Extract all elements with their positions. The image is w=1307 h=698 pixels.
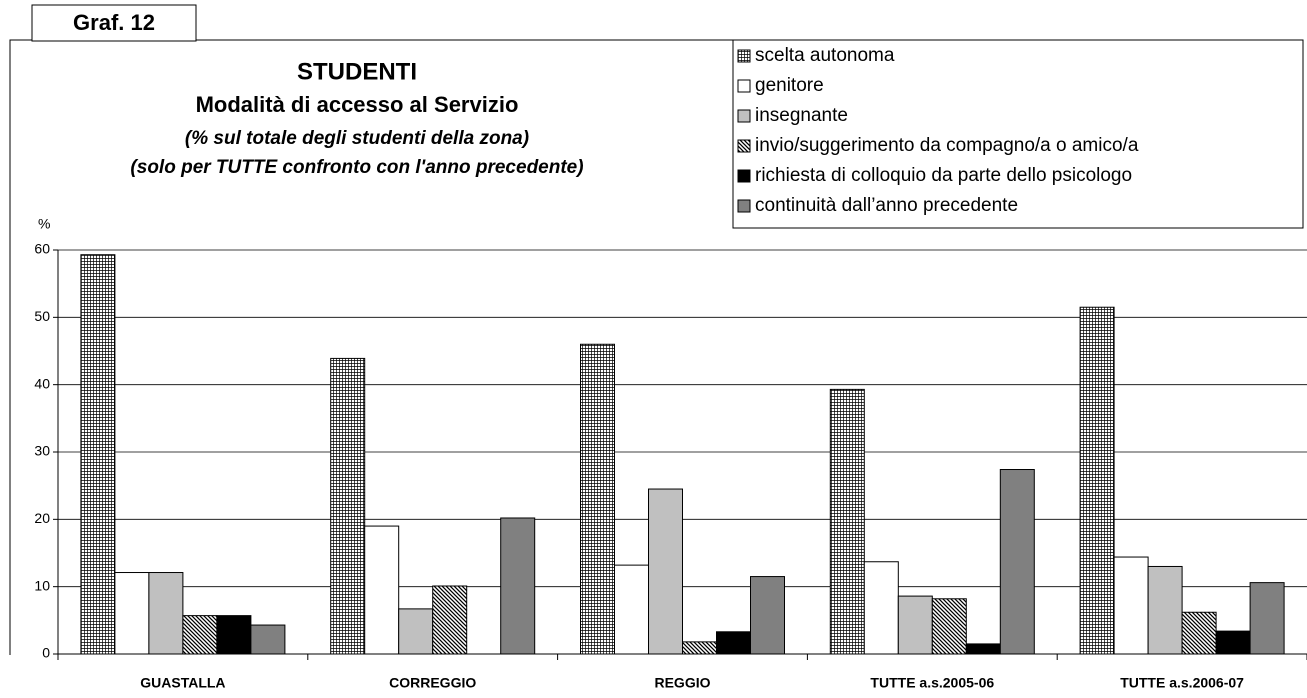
bar (1249, 582, 1285, 655)
y-tick-label: 0 (42, 645, 50, 661)
legend-swatch (737, 139, 751, 153)
bar (1113, 556, 1149, 655)
bar (216, 615, 252, 655)
bar (682, 641, 717, 655)
bar (897, 595, 933, 655)
bar (148, 572, 184, 655)
x-tick-label: TUTTE a.s.2005-06 (870, 675, 994, 691)
bar (716, 631, 751, 655)
legend-label: richiesta di colloquio da parte dello ps… (755, 165, 1132, 186)
bar (80, 254, 116, 655)
y-tick-label: 10 (34, 577, 50, 593)
legend-swatch (737, 49, 751, 63)
y-tick-label: 60 (34, 241, 50, 257)
x-tick-label: GUASTALLA (140, 675, 225, 691)
bar (614, 564, 649, 655)
bar (648, 488, 683, 655)
legend-swatch (737, 169, 751, 183)
frame (9, 39, 733, 655)
legend-label: scelta autonoma (755, 45, 895, 66)
chart-title: STUDENTI (297, 58, 417, 85)
bar (250, 624, 286, 655)
bar (114, 572, 150, 655)
bar (965, 643, 1001, 655)
bar (364, 525, 400, 655)
bar (750, 576, 785, 655)
label-box (31, 4, 197, 42)
y-tick-label: 40 (34, 375, 50, 391)
legend-label: continuità dall’anno precedente (755, 195, 1018, 216)
bar (330, 357, 366, 655)
bar (500, 517, 536, 655)
bar (432, 585, 468, 655)
legend-swatch (737, 199, 751, 213)
bar (182, 615, 218, 655)
bar (999, 469, 1035, 655)
legend-swatch (737, 79, 751, 93)
bar (398, 608, 434, 655)
y-tick-label: 20 (34, 510, 50, 526)
legend-label: invio/suggerimento da compagno/a o amico… (755, 135, 1139, 156)
bar (1079, 306, 1115, 655)
x-tick-label: REGGIO (654, 675, 710, 691)
bar (1147, 565, 1183, 655)
bar (1215, 630, 1251, 655)
note: (solo per TUTTE confronto con l'anno pre… (130, 157, 583, 178)
y-tick-label: 50 (34, 308, 50, 324)
bar (580, 343, 615, 655)
legend-swatch (737, 109, 751, 123)
x-tick-label: TUTTE a.s.2006-07 (1120, 675, 1244, 691)
chart-subtitle: Modalità di accesso al Servizio (196, 92, 519, 117)
bar (931, 598, 967, 655)
bar (829, 388, 865, 655)
bar (863, 561, 899, 655)
legend (732, 39, 1304, 229)
legend-label: insegnante (755, 105, 848, 126)
bar (1181, 611, 1217, 655)
note: (% sul totale degli studenti della zona) (185, 128, 529, 149)
chart-label: Graf. 12 (73, 10, 155, 35)
y-tick-label: 30 (34, 443, 50, 459)
x-tick-label: CORREGGIO (389, 675, 476, 691)
y-axis-label: % (38, 216, 50, 232)
legend-label: genitore (755, 75, 824, 96)
